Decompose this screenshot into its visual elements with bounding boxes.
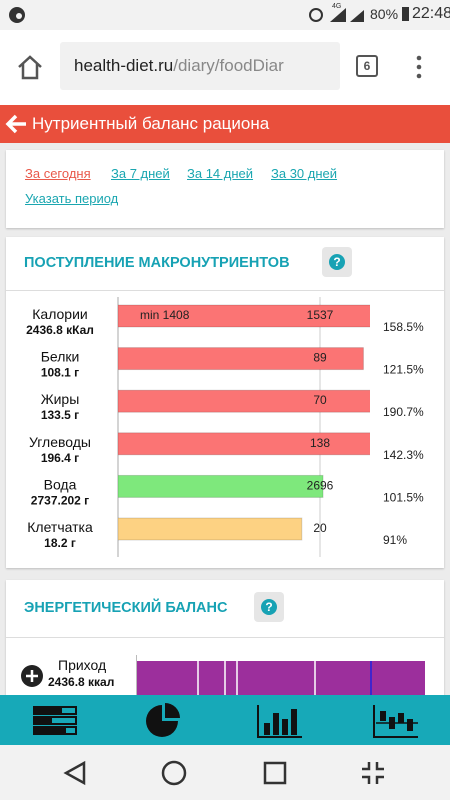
help-icon: ? — [261, 599, 277, 615]
row-amount: 133.5 г — [41, 408, 79, 422]
section-title: ЭНЕРГЕТИЧЕСКИЙ БАЛАНС — [24, 600, 228, 616]
row-amount: 18.2 г — [44, 536, 76, 550]
energy-bar — [137, 661, 425, 695]
bottom-nav — [0, 695, 450, 745]
norm-label: 89 — [313, 351, 327, 365]
row-amount: 2737.202 г — [31, 493, 89, 507]
sys-back[interactable] — [62, 760, 88, 786]
url-field[interactable]: health-diet.ru/diary/foodDiar — [60, 42, 340, 90]
header: Нутриентный баланс рациона — [0, 105, 450, 143]
norm-label: 20 — [313, 521, 327, 535]
row-name: Углеводы — [29, 434, 91, 450]
period-link[interactable]: За 7 дней — [111, 166, 170, 181]
clock: 22:48 — [412, 5, 450, 22]
min-label: min 1408 — [140, 308, 190, 322]
row-amount: 196.4 г — [41, 451, 79, 465]
header-title: Нутриентный баланс рациона — [32, 114, 270, 133]
divider — [6, 290, 444, 291]
help-icon: ? — [329, 254, 345, 270]
sys-fullscreen[interactable] — [360, 760, 386, 786]
system-nav — [0, 745, 450, 800]
tabs-button[interactable]: 6 — [356, 55, 378, 77]
row-amount: 2436.8 кКал — [26, 323, 94, 337]
percent-label: 101.5% — [383, 490, 424, 504]
status-icons — [309, 8, 364, 22]
bar — [118, 474, 324, 498]
energy-card: ЭНЕРГЕТИЧЕСКИЙ БАЛАНС ? Приход 2436.8 кк… — [6, 580, 444, 710]
bar — [118, 304, 370, 328]
nav-bars[interactable] — [256, 703, 304, 739]
expand-button[interactable] — [20, 664, 44, 688]
energy-name: Приход — [58, 657, 107, 673]
period-link[interactable]: За 30 дней — [271, 166, 338, 181]
row-name: Клетчатка — [27, 519, 93, 535]
period-link[interactable]: За сегодня — [25, 166, 91, 181]
url-host: health-diet.ru — [74, 56, 174, 75]
battery-icon — [402, 7, 409, 21]
bar — [118, 432, 370, 456]
energy-amount: 2436.8 ккал — [48, 675, 115, 689]
bar — [118, 389, 370, 413]
percent-label: 142.3% — [383, 448, 424, 462]
sys-home[interactable] — [160, 759, 188, 787]
menu-button[interactable] — [414, 54, 424, 80]
row-name: Жиры — [41, 391, 80, 407]
sys-recent[interactable] — [262, 760, 288, 786]
bar — [118, 517, 303, 541]
percent-label: 158.5% — [383, 320, 424, 334]
norm-label: 1537 — [307, 308, 334, 322]
macros-card: ПОСТУПЛЕНИЕ МАКРОНУТРИЕНТОВ ? Калории 243… — [6, 237, 444, 568]
home-button[interactable] — [16, 54, 44, 80]
divider — [6, 637, 444, 638]
period-link[interactable]: Указать период — [25, 191, 119, 206]
norm-label: 2696 — [307, 478, 334, 492]
url-path: /diary/foodDiar — [173, 56, 284, 75]
app-icon — [9, 7, 25, 23]
row-name: Калории — [32, 306, 87, 322]
nav-table[interactable] — [32, 705, 78, 737]
row-amount: 108.1 г — [41, 366, 79, 380]
norm-label: 138 — [310, 436, 330, 450]
percent-label: 121.5% — [383, 363, 424, 377]
bar — [118, 347, 364, 371]
percent-label: 190.7% — [383, 405, 424, 419]
back-button[interactable] — [5, 114, 27, 134]
row-name: Вода — [44, 476, 77, 492]
period-link[interactable]: За 14 дней — [187, 166, 254, 181]
help-button[interactable]: ? — [254, 592, 284, 622]
help-button[interactable]: ? — [322, 247, 352, 277]
battery: 80% — [370, 6, 399, 22]
section-title: ПОСТУПЛЕНИЕ МАКРОНУТРИЕНТОВ — [24, 255, 290, 271]
status-bar: 4G 80% 22:48 — [0, 0, 450, 30]
network: 4G — [332, 3, 342, 10]
nav-pie[interactable] — [144, 703, 184, 739]
browser-bar: health-diet.ru/diary/foodDiar 6 — [0, 30, 450, 106]
percent-label: 91% — [383, 533, 407, 547]
axis — [136, 655, 137, 705]
row-name: Белки — [41, 349, 80, 365]
period-card: За сегодня За 7 дней За 14 дней За 30 дн… — [6, 150, 444, 228]
norm-label: 70 — [313, 393, 327, 407]
nav-balance[interactable] — [372, 703, 420, 739]
